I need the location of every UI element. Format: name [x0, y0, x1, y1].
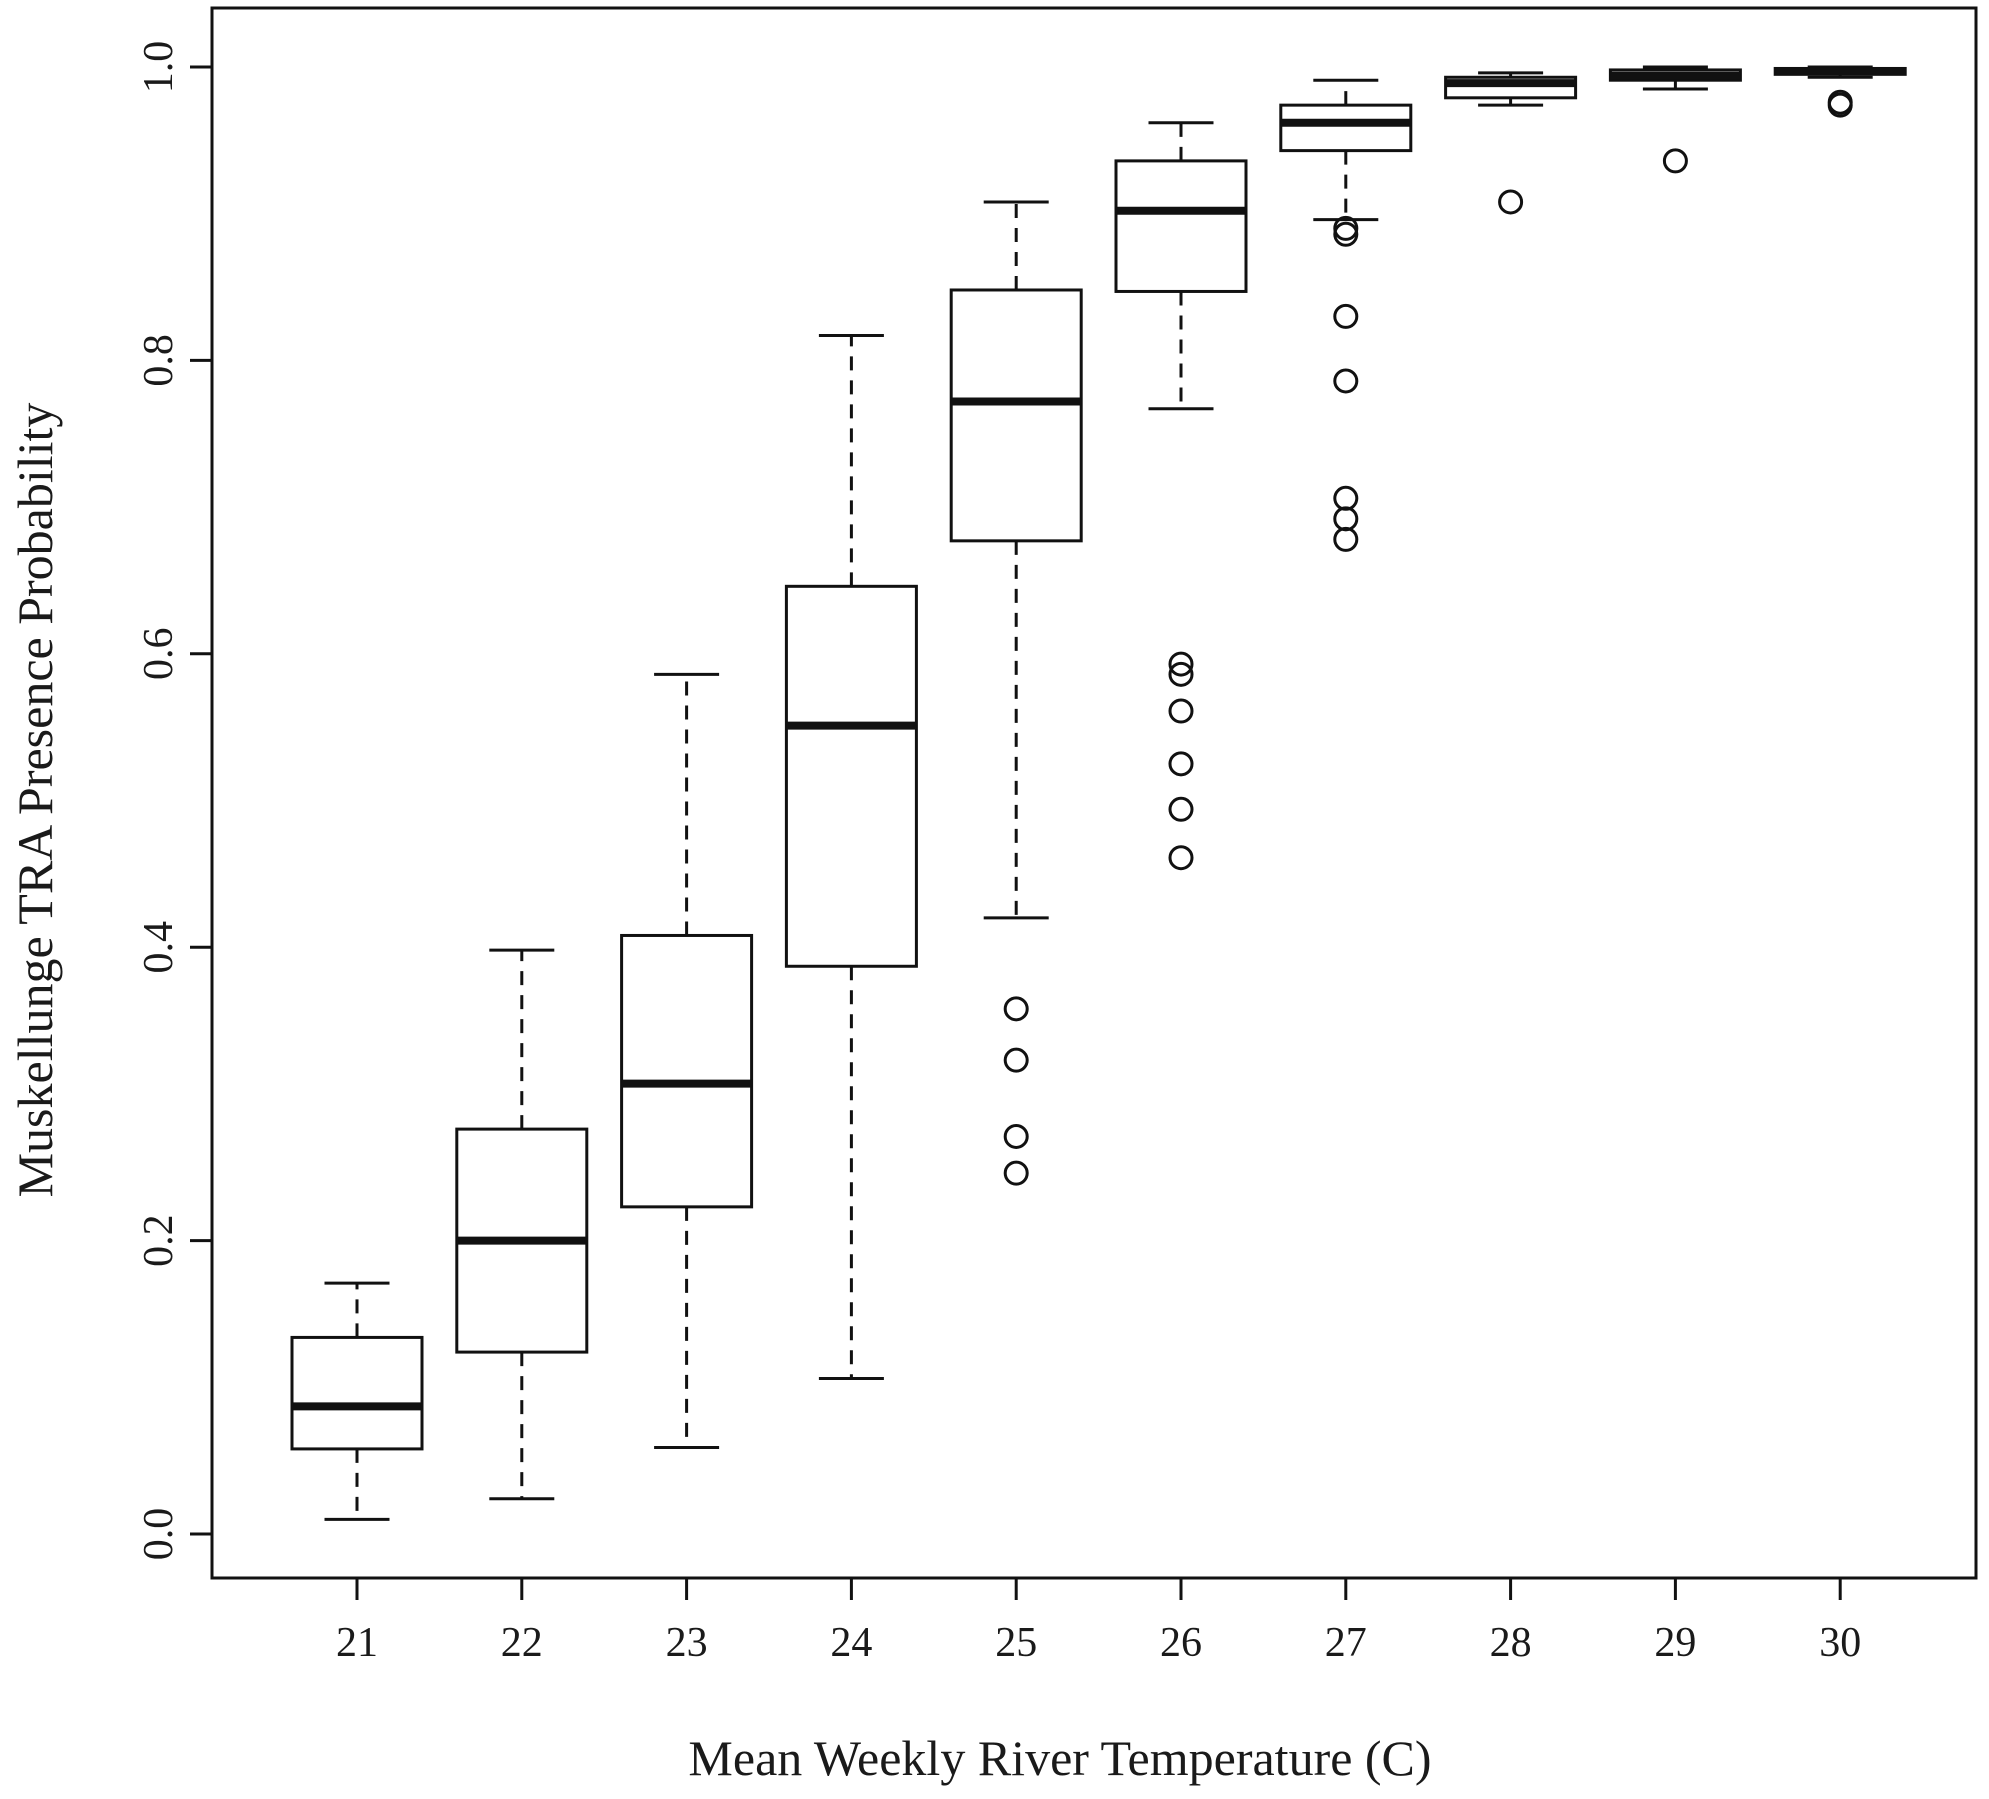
x-axis: 21 22 23 24 25 26 27 28 29 30	[336, 1578, 1861, 1666]
boxes-group	[290, 65, 1907, 1521]
outlier-point	[1168, 796, 1194, 822]
outlier-point	[1827, 92, 1853, 118]
x-tick-label: 26	[1160, 1620, 1202, 1666]
y-tick-label: 0.4	[136, 921, 182, 974]
outlier-point	[1333, 506, 1359, 532]
box-26	[1114, 121, 1248, 871]
x-tick-label: 30	[1819, 1620, 1861, 1666]
outlier-point	[1333, 221, 1359, 247]
box-25	[949, 200, 1083, 1186]
y-tick-label: 0.6	[136, 628, 182, 681]
iqr-box	[949, 288, 1083, 543]
iqr-box	[1279, 103, 1413, 153]
y-tick-label: 0.2	[136, 1214, 182, 1267]
outlier-point	[1498, 189, 1524, 215]
x-tick-label: 28	[1490, 1620, 1532, 1666]
outlier-point	[1003, 1160, 1029, 1186]
outlier-point	[1333, 526, 1359, 552]
x-tick-label: 21	[336, 1620, 378, 1666]
outlier-point	[1168, 651, 1194, 677]
iqr-box	[290, 1335, 424, 1451]
y-axis-title: Muskellunge TRA Presence Probability	[7, 403, 63, 1198]
outlier-point	[1333, 368, 1359, 394]
box-21	[290, 1281, 424, 1521]
box-24	[784, 333, 918, 1380]
y-axis: 0.0 0.2 0.4 0.6 0.8 1.0	[136, 41, 212, 1561]
outlier-point	[1662, 148, 1688, 174]
outlier-point	[1003, 1047, 1029, 1073]
outlier-point	[1003, 996, 1029, 1022]
box-23	[620, 672, 754, 1449]
outlier-point	[1168, 845, 1194, 871]
plot-frame	[210, 6, 1978, 1580]
outlier-point	[1168, 661, 1194, 687]
outlier-point	[1168, 751, 1194, 777]
outlier-point	[1003, 1123, 1029, 1149]
box-28	[1444, 71, 1578, 215]
outlier-point	[1333, 485, 1359, 511]
box-30	[1773, 65, 1907, 118]
x-tick-label: 23	[666, 1620, 708, 1666]
iqr-box	[784, 584, 918, 968]
x-tick-label: 25	[995, 1620, 1037, 1666]
x-tick-label: 27	[1325, 1620, 1367, 1666]
outlier-point	[1333, 303, 1359, 329]
x-tick-label: 24	[830, 1620, 872, 1666]
box-27	[1279, 78, 1413, 552]
y-tick-label: 1.0	[136, 41, 182, 94]
y-tick-label: 0.8	[136, 334, 182, 387]
box-22	[455, 948, 589, 1501]
x-tick-label: 22	[501, 1620, 543, 1666]
y-tick-label: 0.0	[136, 1508, 182, 1561]
x-tick-label: 29	[1654, 1620, 1696, 1666]
iqr-box	[620, 933, 754, 1209]
box-29	[1608, 65, 1742, 174]
x-axis-title: Mean Weekly River Temperature (C)	[688, 1730, 1431, 1786]
outlier-point	[1168, 698, 1194, 724]
iqr-box	[1114, 159, 1248, 293]
